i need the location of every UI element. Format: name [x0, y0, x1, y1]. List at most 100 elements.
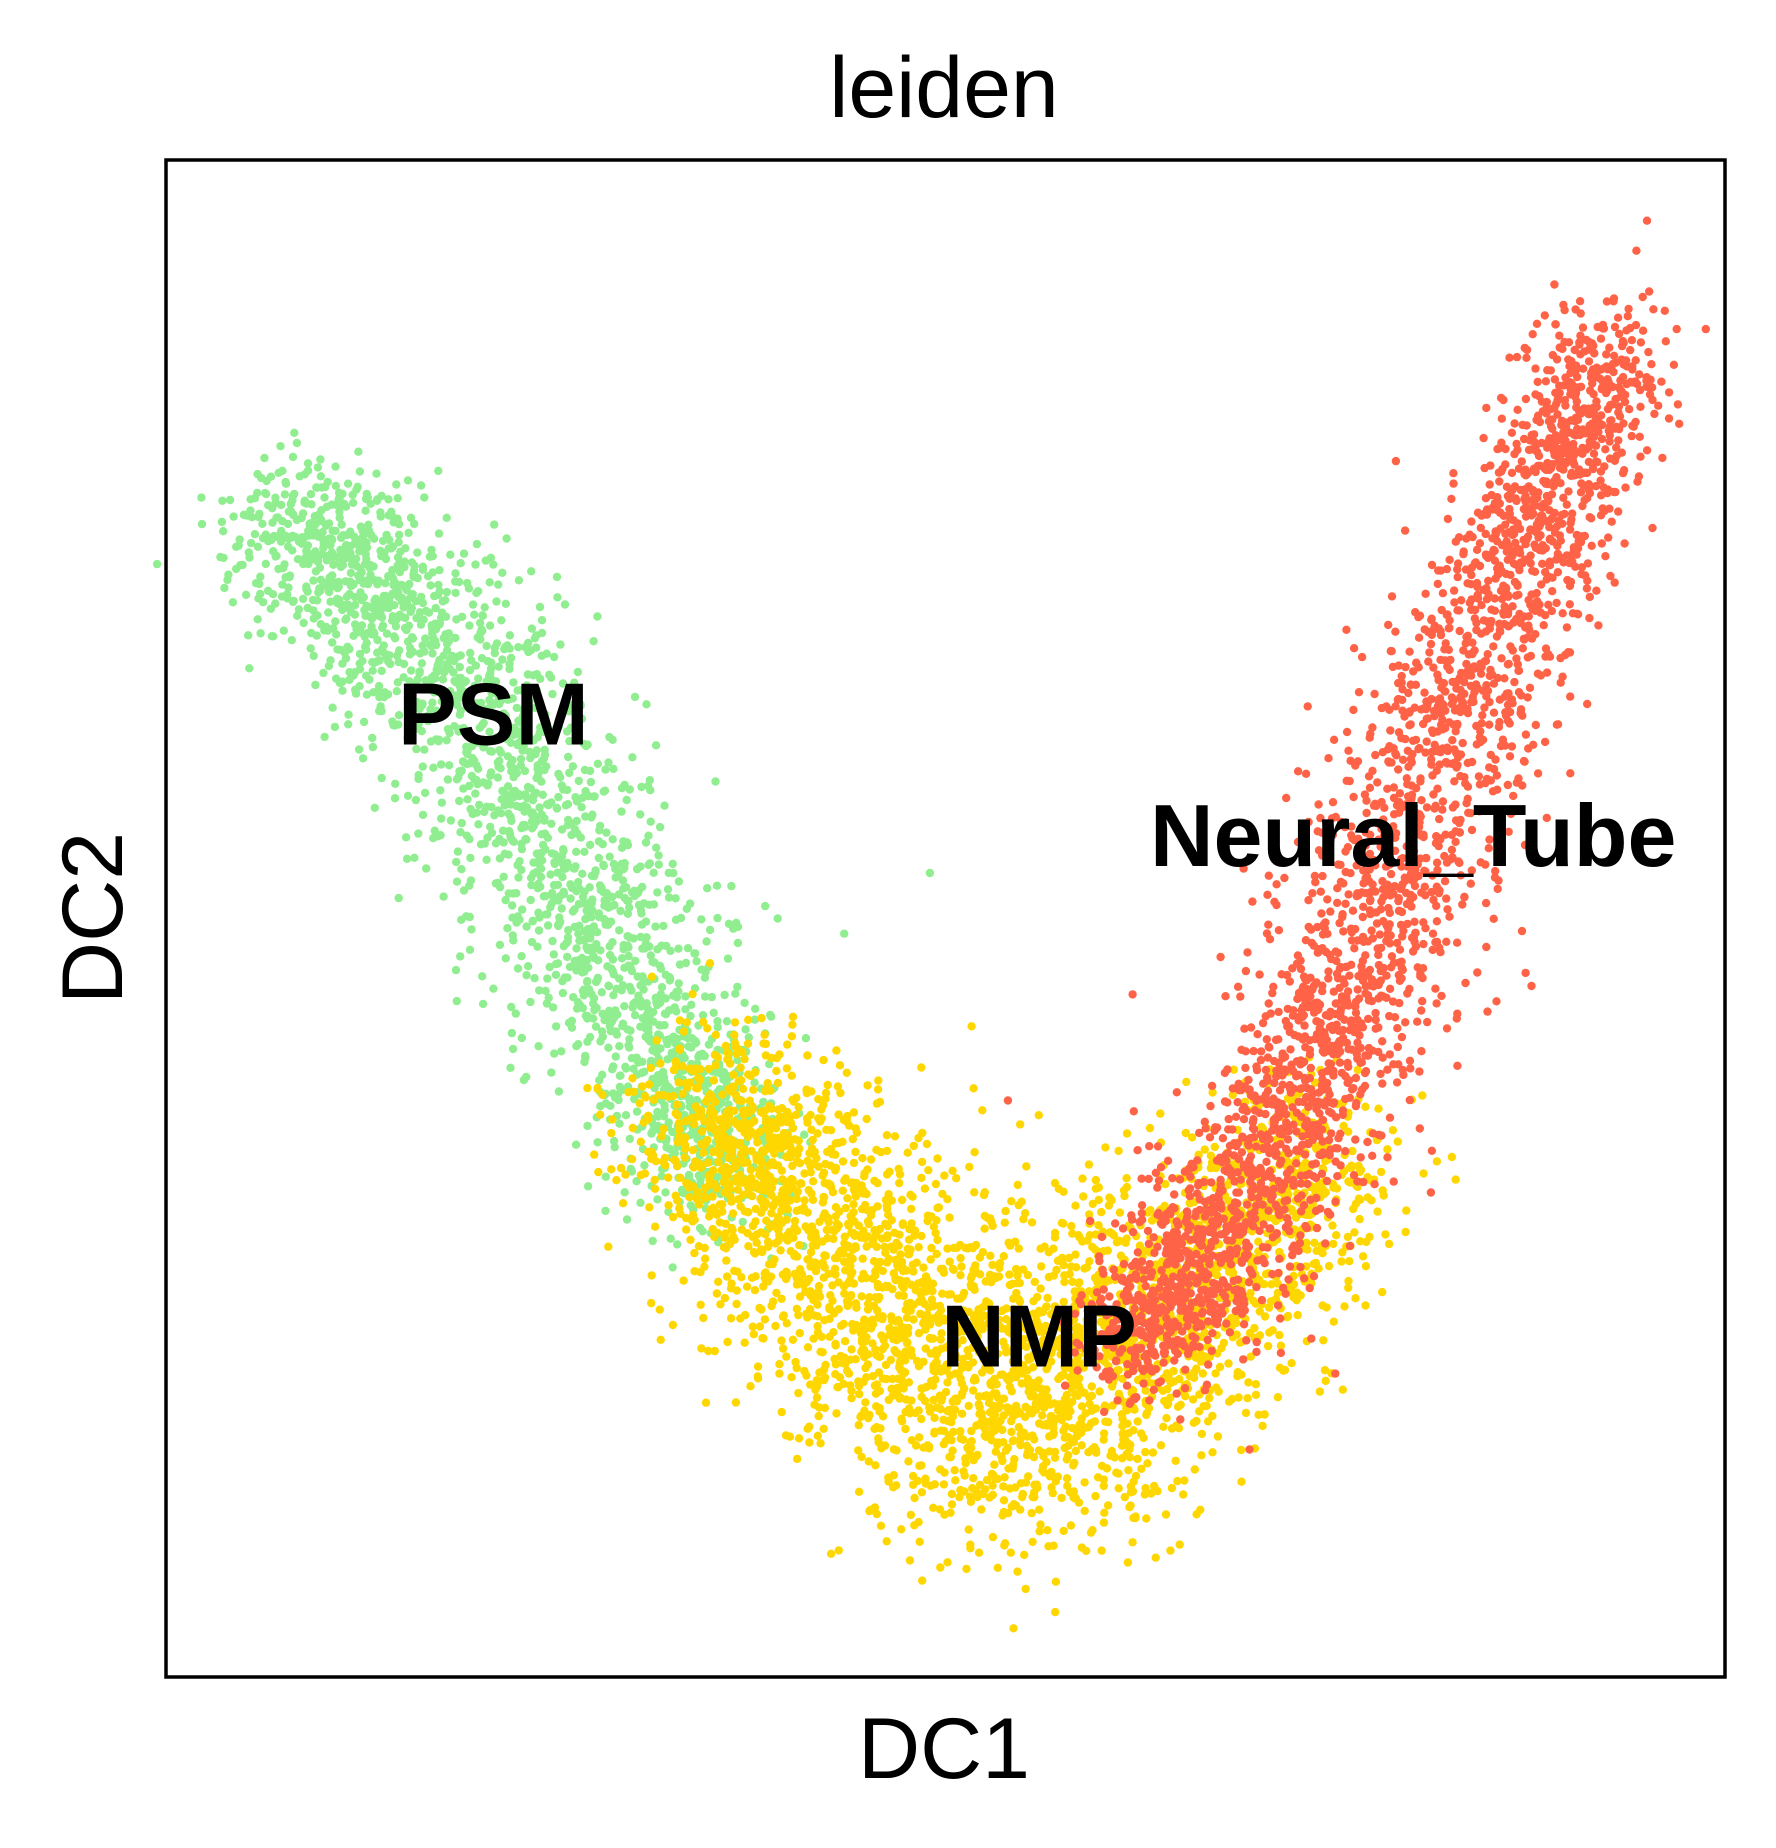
point-psm — [665, 1144, 674, 1154]
point-nmp — [732, 1177, 741, 1186]
point-nmp — [862, 1114, 871, 1124]
point-psm — [412, 744, 421, 754]
point-psm — [621, 1111, 631, 1120]
point-nmp — [831, 1212, 840, 1221]
point-nmp — [982, 1391, 991, 1400]
point-nmp — [1197, 1451, 1206, 1460]
point-psm — [498, 826, 508, 835]
point-nmp — [995, 1401, 1004, 1410]
point-nmp — [1180, 1476, 1189, 1485]
point-psm — [443, 775, 453, 784]
point-psm — [347, 554, 357, 563]
point-psm — [593, 1138, 602, 1147]
point-psm — [744, 1033, 753, 1042]
point-psm — [521, 834, 530, 844]
point-nmp — [628, 1123, 637, 1133]
point-psm — [332, 630, 341, 639]
point-nmp — [948, 1166, 957, 1176]
point-nmp — [838, 1157, 848, 1166]
point-psm — [625, 1134, 634, 1144]
point-psm — [463, 578, 472, 588]
point-nmp — [814, 1095, 823, 1104]
point-nmp — [782, 1352, 791, 1361]
point-nmp — [840, 1176, 849, 1185]
point-psm — [651, 922, 660, 931]
point-nmp — [1094, 1221, 1103, 1230]
point-psm — [351, 685, 360, 694]
point-psm — [722, 1017, 732, 1026]
point-psm — [378, 621, 388, 630]
point-nmp — [1000, 1541, 1009, 1550]
point-psm — [293, 611, 302, 620]
point-psm — [377, 773, 386, 783]
point-nmp — [814, 1411, 823, 1421]
point-nmp — [1101, 1277, 1110, 1287]
point-psm — [593, 612, 602, 621]
point-nmp — [1229, 1065, 1239, 1074]
point-psm — [405, 650, 415, 659]
point-psm — [605, 950, 615, 960]
point-psm — [515, 739, 524, 748]
point-nmp — [618, 1199, 628, 1208]
point-nmp — [881, 1360, 891, 1370]
point-psm — [394, 711, 404, 720]
point-psm — [537, 810, 546, 819]
point-psm — [657, 983, 667, 992]
point-psm — [685, 1102, 694, 1112]
point-nmp — [1079, 1192, 1088, 1201]
point-psm — [512, 889, 521, 898]
point-psm — [373, 635, 382, 645]
point-nmp — [967, 1022, 976, 1031]
point-psm — [465, 666, 475, 675]
point-psm — [400, 563, 409, 572]
point-psm — [589, 994, 599, 1003]
point-psm — [506, 800, 515, 809]
point-psm — [218, 496, 227, 505]
point-nmp — [1050, 1228, 1060, 1238]
point-psm — [465, 835, 474, 844]
point-psm — [519, 705, 528, 714]
point-nmp — [1037, 1384, 1046, 1393]
point-psm — [257, 473, 266, 483]
point-nmp — [1361, 1262, 1371, 1271]
point-nmp — [744, 1186, 754, 1195]
point-nmp — [1145, 1123, 1155, 1133]
point-nmp — [915, 1461, 924, 1471]
point-nmp — [1402, 1206, 1411, 1215]
point-nmp — [763, 1079, 772, 1088]
point-psm — [513, 964, 523, 973]
point-psm — [421, 606, 431, 616]
point-psm — [331, 481, 340, 491]
point-nmp — [738, 1151, 748, 1160]
point-nmp — [755, 1322, 765, 1331]
point-psm — [418, 810, 428, 820]
point-psm — [541, 891, 550, 901]
point-nmp — [1129, 1426, 1138, 1435]
point-nmp — [792, 1206, 801, 1216]
point-psm — [368, 657, 377, 667]
point-psm — [631, 1054, 641, 1063]
point-psm — [614, 974, 624, 983]
point-psm — [530, 974, 539, 983]
point-nmp — [1354, 1194, 1364, 1203]
point-psm — [565, 768, 574, 778]
point-psm — [390, 794, 400, 803]
point-psm — [553, 593, 562, 602]
point-nmp — [1093, 1278, 1102, 1287]
point-psm — [358, 754, 368, 763]
point-psm — [724, 919, 734, 928]
point-nmp — [1018, 1489, 1027, 1499]
point-psm — [466, 853, 475, 863]
point-psm — [377, 551, 387, 560]
point-nmp — [652, 1036, 661, 1045]
point-nmp — [1013, 1567, 1022, 1576]
point-psm — [527, 810, 536, 819]
point-psm — [416, 481, 426, 490]
point-psm — [557, 904, 566, 913]
point-nmp — [835, 1061, 845, 1070]
point-nmp — [1091, 1404, 1101, 1413]
point-nmp — [1246, 1288, 1255, 1298]
point-psm — [549, 950, 558, 959]
point-psm — [471, 789, 480, 798]
point-psm — [674, 979, 683, 988]
